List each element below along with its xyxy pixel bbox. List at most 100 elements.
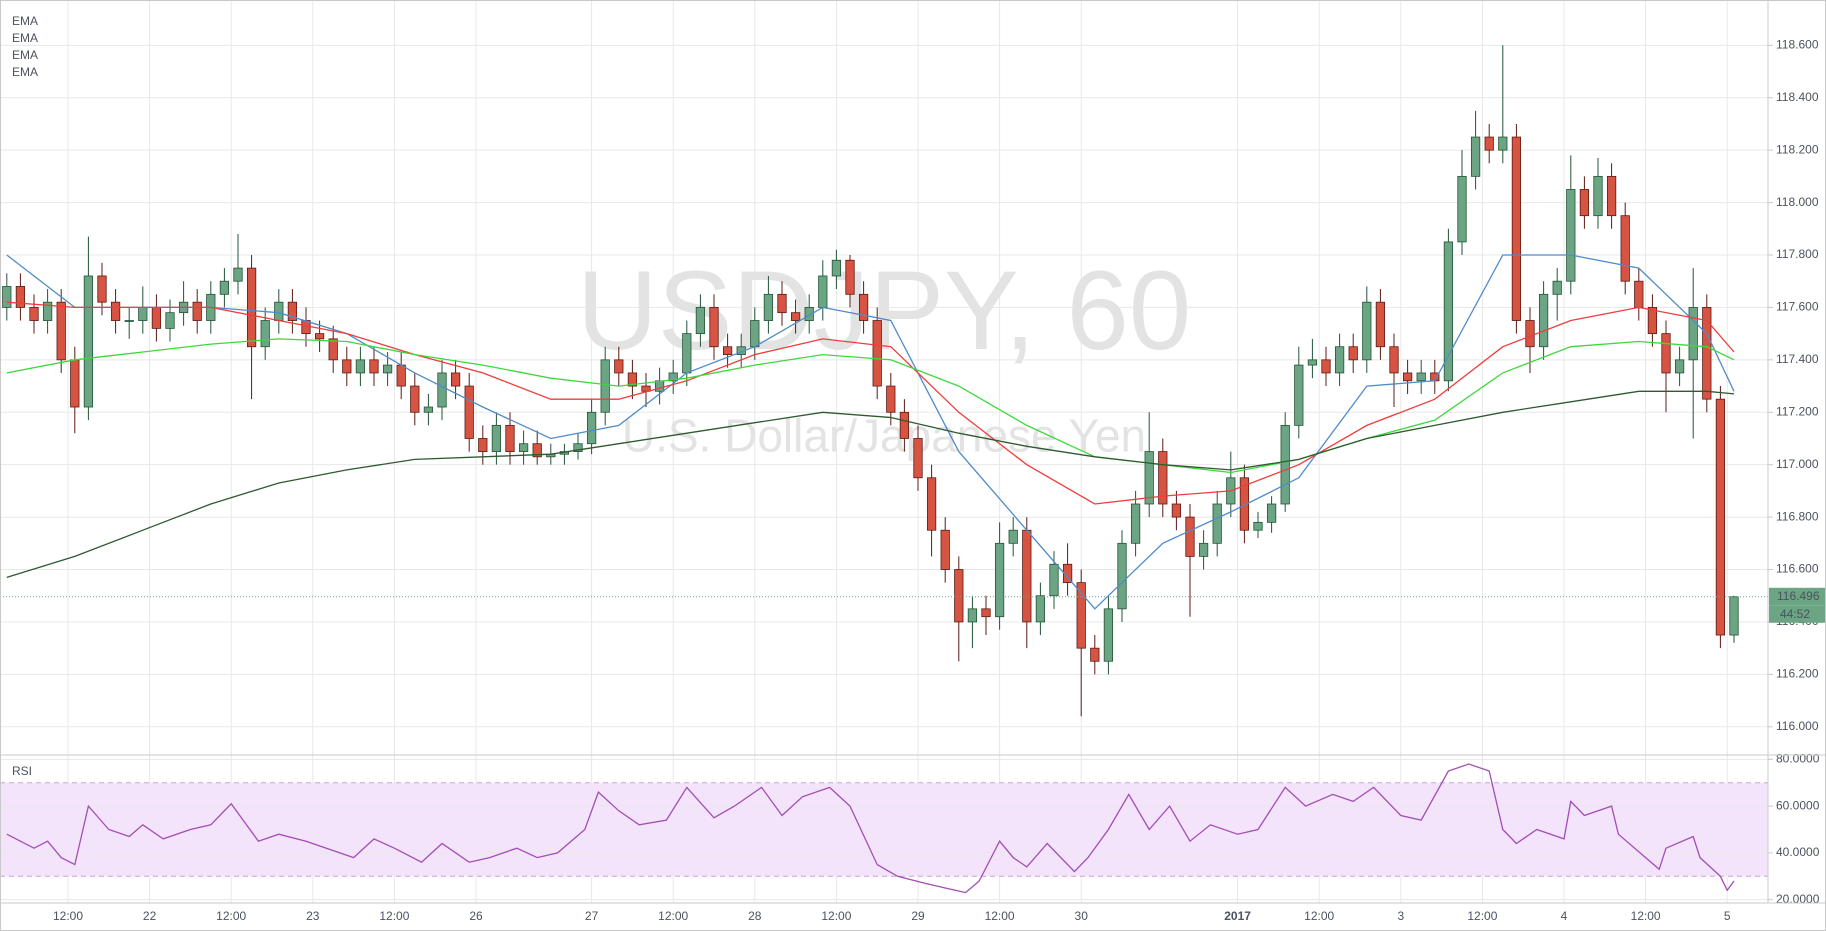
- x-tick-label: 28: [748, 909, 762, 923]
- x-tick-label: 5: [1724, 909, 1731, 923]
- candle: [1484, 123, 1494, 164]
- candle-body: [845, 259, 855, 295]
- candle: [342, 346, 352, 387]
- candle-body: [1049, 563, 1059, 597]
- candle: [1566, 155, 1576, 295]
- candle: [437, 359, 447, 421]
- candle: [722, 333, 733, 368]
- candle-body: [151, 307, 162, 329]
- y-tick-label: 118.400: [1776, 90, 1819, 104]
- candle-body: [1022, 529, 1032, 623]
- countdown-label: 44:52: [1780, 607, 1810, 621]
- candle-body: [1008, 529, 1018, 544]
- candle-body: [518, 443, 529, 452]
- candle: [600, 346, 610, 426]
- candle-body: [138, 307, 148, 321]
- candle: [532, 430, 542, 465]
- candle-body: [858, 293, 869, 321]
- candle: [287, 289, 298, 334]
- candle-body: [437, 372, 447, 408]
- candle-body: [410, 385, 420, 413]
- candle: [42, 289, 53, 334]
- candle: [709, 294, 719, 360]
- candle: [1212, 490, 1222, 557]
- candle-body: [233, 267, 243, 282]
- candle-body: [342, 359, 352, 374]
- candle-body: [1171, 503, 1182, 518]
- y-tick-label: 117.800: [1776, 247, 1819, 261]
- y-tick-label: 116.200: [1776, 667, 1819, 681]
- x-tick-label: 29: [911, 909, 925, 923]
- candle: [994, 522, 1005, 630]
- candle-body: [1307, 359, 1318, 366]
- candle-body: [913, 438, 923, 479]
- candle: [1035, 582, 1046, 636]
- y-tick-label: 117.400: [1776, 352, 1819, 366]
- candle-body: [954, 569, 964, 623]
- candle: [328, 325, 338, 373]
- x-tick-label: 12:00: [216, 909, 246, 923]
- candle-body: [1362, 301, 1372, 361]
- candle: [1620, 202, 1630, 295]
- candle-body: [1620, 215, 1630, 282]
- candle-body: [1579, 189, 1590, 217]
- candle: [56, 289, 66, 373]
- candle: [926, 464, 937, 557]
- candle: [1579, 176, 1590, 229]
- candle-body: [42, 301, 53, 321]
- candle-body: [1375, 301, 1386, 348]
- watermark-subtitle: U.S. Dollar/Japanese Yen: [622, 410, 1146, 462]
- candle-body: [1334, 346, 1345, 374]
- candle-body: [1185, 516, 1195, 557]
- candle-body: [1511, 136, 1522, 321]
- candle-body: [97, 275, 107, 303]
- watermark-title: USDJPY, 60: [577, 248, 1191, 373]
- legend-entry: EMA: [12, 14, 38, 28]
- candle-body: [1443, 241, 1454, 382]
- candle: [1362, 286, 1372, 373]
- candle-body: [192, 301, 202, 321]
- candle: [1389, 333, 1399, 408]
- candle: [668, 359, 678, 394]
- candle-body: [614, 359, 624, 374]
- ema-line: [6, 390, 1735, 579]
- candle-body: [777, 293, 787, 314]
- x-tick-label: 12:00: [53, 909, 83, 923]
- candle-body: [1647, 307, 1658, 335]
- candle-body: [695, 307, 706, 335]
- y-tick-label: 80.0000: [1776, 752, 1820, 766]
- candle-body: [56, 301, 66, 361]
- y-tick-label: 20.0000: [1776, 892, 1820, 906]
- candle-body: [287, 301, 298, 321]
- candle-body: [124, 320, 134, 322]
- x-tick-label: 4: [1561, 909, 1568, 923]
- candle-body: [1348, 346, 1358, 361]
- candle: [1348, 333, 1358, 373]
- candle: [1090, 635, 1100, 675]
- pane-title: RSI: [12, 764, 32, 778]
- candle: [858, 281, 869, 334]
- candle: [15, 273, 26, 321]
- candle: [219, 268, 230, 308]
- candle-body: [722, 346, 733, 356]
- x-tick-label: 12:00: [985, 909, 1015, 923]
- candle-body: [29, 307, 39, 321]
- y-tick-label: 118.000: [1776, 195, 1819, 209]
- y-tick-label: 60.0000: [1776, 798, 1820, 812]
- x-tick-label: 27: [585, 909, 599, 923]
- candle: [1402, 359, 1413, 394]
- candle: [1457, 150, 1467, 255]
- candle: [804, 294, 814, 334]
- ema-line: [6, 254, 1735, 610]
- candle: [1470, 110, 1481, 190]
- candle-body: [478, 438, 488, 452]
- candle-body: [1729, 596, 1739, 636]
- candle-body: [981, 608, 991, 618]
- last-price-label: 116.496: [1777, 589, 1820, 603]
- candle-body: [382, 364, 393, 374]
- candle: [1008, 517, 1018, 557]
- x-tick-label: 12:00: [379, 909, 409, 923]
- candle-body: [1470, 136, 1481, 177]
